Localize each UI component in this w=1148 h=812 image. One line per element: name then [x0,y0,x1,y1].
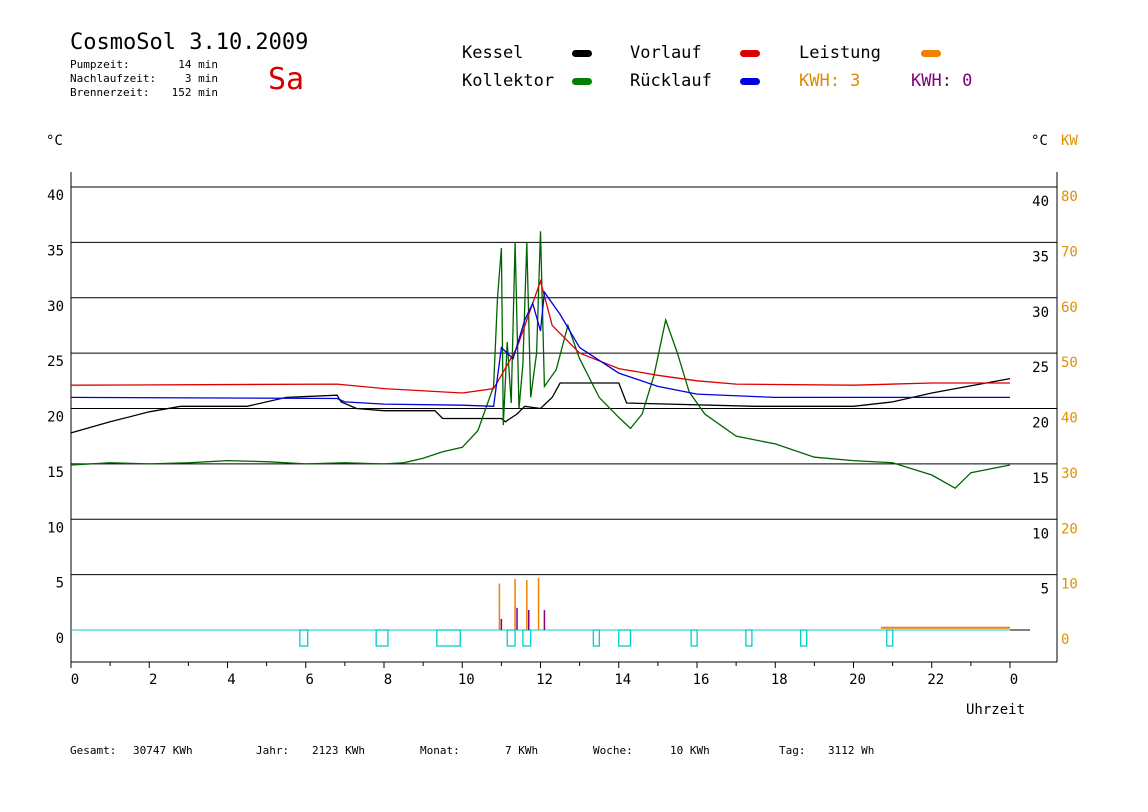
weekday-label: Sa [268,62,305,97]
y-tick-label-kw: 40 [1061,411,1078,427]
y-tick-label-right: 15 [1032,471,1049,487]
x-tick-label: 12 [536,672,553,688]
pump-interval [375,629,389,647]
x-tick-label: 4 [227,672,235,688]
pump-interval [506,629,516,647]
y-tick-label-left: 15 [47,465,64,481]
x-tick-label: 14 [614,672,631,688]
y-tick-label-left: 5 [56,576,64,592]
chart-title: CosmoSol 3.10.2009 [70,30,309,55]
y-tick-label-right: 25 [1032,360,1049,376]
y-tick-label-kw: 70 [1061,244,1078,260]
x-tick-label: 22 [927,672,944,688]
legend-kollektor-swatch [572,78,592,85]
legend-kessel-swatch [572,50,592,57]
pump-interval [436,629,461,647]
footer-monat-value: 7 KWh [505,744,539,757]
pump-interval [886,629,894,647]
nachlaufzeit-value: 3 min [184,72,218,85]
series-vorlauf [70,278,1010,394]
y-tick-label-left: 30 [47,299,64,315]
y-tick-label-kw: 30 [1061,466,1078,482]
footer-woche-value: 10 KWh [670,744,710,757]
legend-leistung: Leistung [799,43,881,63]
y-tick-label-kw: 20 [1061,521,1078,537]
y-tick-label-right: 20 [1032,416,1049,432]
y-tick-label-kw: 50 [1061,355,1078,371]
x-axis-label: Uhrzeit [966,702,1025,718]
footer-monat-label: Monat: [420,744,460,757]
y-tick-label-kw: 0 [1061,632,1069,648]
pump-interval [592,629,600,647]
series-kollektor [70,231,1011,490]
brennerzeit-value: 152 min [171,86,218,99]
series-kessel [70,377,1011,434]
pumpzeit-value: 14 min [178,58,218,71]
y-axis-unit-right: °C [1031,133,1048,149]
footer-jahr-value: 2123 KWh [312,744,365,757]
x-tick-label: 16 [693,672,710,688]
footer-jahr-label: Jahr: [256,744,290,757]
pump-interval [299,629,309,647]
pump-interval [690,629,698,647]
x-tick-label: 6 [306,672,314,688]
pump-interval [618,629,632,647]
x-tick-label: 8 [384,672,392,688]
legend-ruecklauf: Rücklauf [630,71,712,91]
y-tick-label-left: 25 [47,354,64,370]
brennerzeit-label: Brennerzeit: [70,86,150,99]
y-axis-unit-kw: KW [1061,133,1078,149]
legend-vorlauf-swatch [740,50,760,57]
y-tick-label-left: 40 [47,188,64,204]
x-tick-label: 10 [458,672,475,688]
pump-interval [800,629,808,647]
y-tick-label-kw: 80 [1061,189,1078,205]
pump-interval [522,629,532,647]
y-tick-label-right: 30 [1032,305,1049,321]
temperature-chart: °C °C KW Uhrzeit 0 2 4 6 8 10 12 14 16 18 20 22 0 40 3… [46,133,1078,718]
y-tick-label-right: 35 [1032,249,1049,265]
y-axis-unit-left: °C [46,133,63,149]
y-tick-label-left: 10 [47,520,64,536]
x-tick-label: 20 [849,672,866,688]
footer-tag-value: 3112 Wh [828,744,875,757]
legend-kwh-2: KWH: 0 [911,71,973,91]
x-tick-label: 18 [771,672,788,688]
footer-tag-label: Tag: [779,744,806,757]
nachlaufzeit-label: Nachlaufzeit: [70,72,157,85]
y-tick-label-right: 10 [1032,526,1049,542]
footer-woche-label: Woche: [593,744,633,757]
y-tick-label-left: 20 [47,410,64,426]
legend-leistung-swatch [921,50,941,57]
legend-kessel: Kessel [462,43,524,63]
footer-gesamt-value: 30747 KWh [133,744,193,757]
y-tick-label-right: 5 [1041,582,1049,598]
y-tick-label-left: 35 [47,243,64,259]
y-tick-label-right: 40 [1032,194,1049,210]
y-tick-label-kw: 10 [1061,577,1078,593]
pump-interval [745,629,753,647]
x-tick-label: 2 [149,672,157,688]
legend-kwh-1: KWH: 3 [799,71,861,91]
legend-vorlauf: Vorlauf [630,43,702,63]
y-tick-label-left: 0 [56,631,64,647]
y-tick-label-kw: 60 [1061,300,1078,316]
series-ruecklauf [70,290,1010,407]
legend-ruecklauf-swatch [740,78,760,85]
footer-gesamt-label: Gesamt: [70,744,117,757]
x-tick-label: 0 [71,672,79,688]
pumpzeit-label: Pumpzeit: [70,58,130,71]
x-tick-label: 0 [1010,672,1018,688]
legend-kollektor: Kollektor [462,71,555,91]
